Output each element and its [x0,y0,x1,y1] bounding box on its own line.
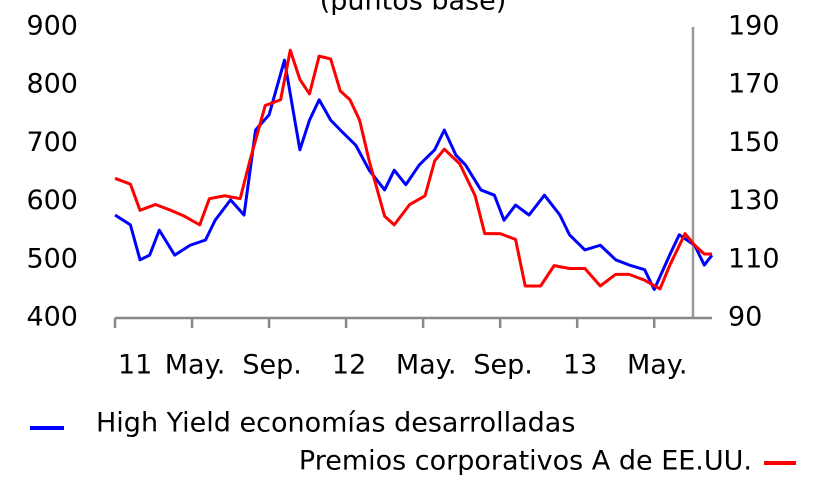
legend-label: Premios corporativos A de EE.UU. [299,446,752,477]
y2-tick-label: 150 [728,127,780,158]
x-tick-label: 11 [118,350,152,381]
y2-tick-label: 170 [728,69,780,100]
x-tick-label: May. [165,350,226,381]
y2-tick-label: 110 [728,243,780,274]
x-tick-label: 13 [563,350,597,381]
y2-tick-label: 90 [728,302,762,333]
x-tick-label: 12 [332,350,366,381]
y-tick-label: 800 [26,69,78,100]
y-tick-label: 900 [26,11,78,42]
y2-tick-label: 190 [728,11,780,42]
series-line [114,48,712,291]
x-tick-label: Sep. [473,350,532,381]
y-tick-label: 500 [26,243,78,274]
y-tick-label: 400 [26,302,78,333]
x-tick-label: May. [627,350,688,381]
x-tick-label: May. [396,350,457,381]
series-line [114,58,714,291]
legend-label: High Yield economías desarrolladas [96,408,575,439]
y-tick-label: 700 [26,127,78,158]
y-tick-label: 600 [26,185,78,216]
chart-subtitle: (puntos base) [320,0,507,17]
x-tick-label: Sep. [242,350,301,381]
y2-tick-label: 130 [728,185,780,216]
